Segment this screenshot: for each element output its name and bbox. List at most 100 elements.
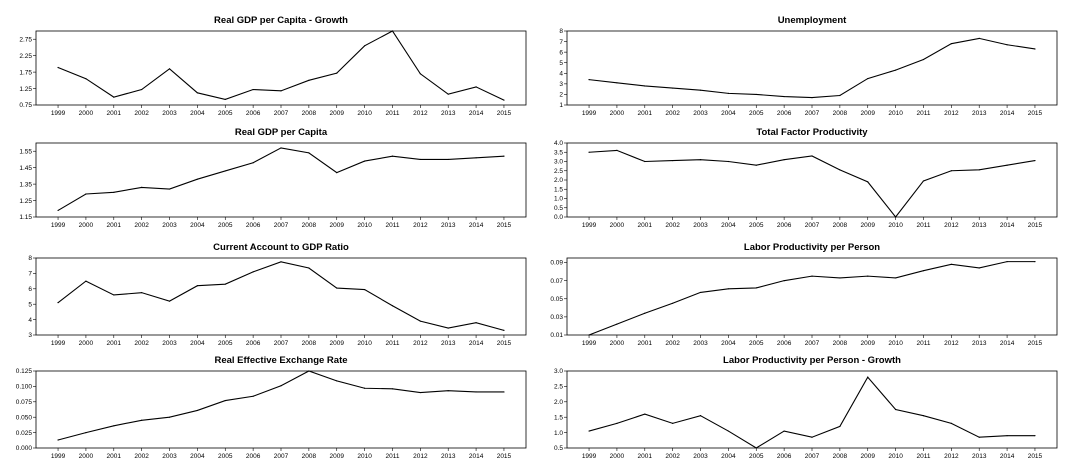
- x-tick-label: 2013: [972, 110, 987, 117]
- data-point: [978, 267, 980, 269]
- y-tick-label: 0.5: [554, 445, 563, 452]
- x-tick-label: 2003: [693, 110, 708, 117]
- data-point: [644, 160, 646, 163]
- x-tick-label: 2015: [497, 340, 512, 347]
- y-tick-label: 0.100: [16, 384, 33, 391]
- data-point: [447, 93, 449, 95]
- data-point: [839, 277, 841, 279]
- x-tick-label: 1999: [582, 222, 597, 229]
- y-tick-label: 0.075: [16, 399, 33, 406]
- x-tick-label: 2001: [638, 340, 653, 347]
- x-tick-label: 2010: [357, 453, 372, 459]
- data-point: [168, 68, 171, 70]
- x-tick-label: 2006: [246, 222, 261, 229]
- x-tick-label: 2012: [413, 340, 428, 347]
- data-point: [672, 159, 674, 162]
- data-point: [336, 287, 338, 289]
- data-point: [644, 312, 646, 314]
- data-point: [755, 93, 757, 96]
- y-tick-label: 0.025: [16, 430, 33, 437]
- x-tick-label: 2008: [833, 453, 848, 459]
- y-tick-label: 1.55: [19, 148, 32, 155]
- data-point: [391, 30, 394, 32]
- y-tick-label: 2.5: [554, 168, 563, 175]
- data-point: [447, 390, 449, 392]
- x-tick-label: 2002: [665, 340, 680, 347]
- data-point: [364, 387, 366, 389]
- data-point: [113, 425, 115, 427]
- chart-title: Real Effective Exchange Rate: [214, 355, 347, 366]
- x-tick-label: 2000: [610, 340, 625, 347]
- data-point: [224, 98, 226, 101]
- data-point: [252, 88, 254, 91]
- x-tick-label: 2005: [749, 222, 764, 229]
- chart-title: Total Factor Productivity: [756, 127, 868, 138]
- data-point: [475, 391, 477, 393]
- x-tick-label: 2007: [274, 110, 289, 117]
- x-tick-label: 2001: [107, 340, 122, 347]
- data-point: [811, 155, 813, 157]
- x-tick-label: 2011: [385, 110, 399, 117]
- x-tick-label: 2015: [1028, 110, 1043, 117]
- x-tick-label: 2003: [162, 340, 177, 347]
- data-point: [168, 188, 171, 190]
- y-tick-label: 0.125: [16, 368, 33, 375]
- data-point: [1034, 261, 1036, 263]
- x-tick-label: 2014: [469, 222, 484, 229]
- y-tick-label: 5: [28, 301, 32, 308]
- x-tick-label: 2007: [274, 453, 289, 459]
- x-tick-label: 2009: [330, 110, 345, 117]
- x-tick-label: 2013: [441, 222, 456, 229]
- y-tick-label: 7: [28, 271, 32, 278]
- y-tick-label: 4: [28, 317, 32, 324]
- data-point: [85, 193, 87, 195]
- y-tick-label: 2: [559, 92, 563, 99]
- data-point: [699, 159, 702, 161]
- data-point: [1006, 164, 1008, 166]
- data-point: [644, 85, 646, 87]
- data-point: [783, 95, 785, 98]
- y-tick-label: 2.75: [19, 36, 32, 43]
- x-tick-label: 2012: [944, 222, 959, 229]
- y-tick-label: 2.5: [554, 384, 563, 391]
- x-tick-label: 2014: [1000, 222, 1015, 229]
- data-point: [978, 169, 980, 171]
- x-tick-label: 2014: [1000, 453, 1015, 459]
- y-tick-label: 5: [559, 60, 563, 67]
- x-tick-label: 2000: [79, 453, 94, 459]
- y-tick-label: 8: [28, 255, 32, 262]
- data-point: [141, 186, 143, 188]
- x-tick-label: 2013: [972, 222, 987, 229]
- x-tick-label: 2003: [693, 340, 708, 347]
- x-tick-label: 2001: [638, 453, 653, 459]
- y-tick-label: 1.15: [19, 214, 32, 221]
- data-point: [672, 422, 674, 424]
- data-point: [280, 90, 282, 92]
- data-point: [57, 439, 59, 441]
- x-tick-label: 2010: [888, 453, 903, 459]
- y-tick-label: 0.000: [16, 445, 33, 452]
- y-tick-label: 0.050: [16, 414, 33, 421]
- x-tick-label: 2009: [330, 453, 345, 459]
- data-point: [419, 73, 421, 75]
- y-tick-label: 1.5: [554, 186, 563, 193]
- data-point: [364, 288, 366, 291]
- y-tick-label: 0.75: [19, 102, 32, 109]
- data-point: [950, 43, 952, 45]
- x-tick-label: 2015: [1028, 340, 1043, 347]
- x-tick-label: 2010: [888, 222, 903, 229]
- x-tick-label: 2004: [190, 222, 205, 229]
- x-tick-label: 1999: [51, 110, 66, 117]
- x-tick-label: 1999: [582, 340, 597, 347]
- x-tick-label: 2002: [134, 453, 149, 459]
- data-point: [391, 155, 394, 157]
- data-point: [475, 157, 477, 159]
- x-tick-label: 2001: [107, 110, 122, 117]
- data-point: [922, 415, 925, 417]
- x-tick-label: 2003: [162, 453, 177, 459]
- data-point: [895, 216, 897, 218]
- data-point: [672, 87, 674, 89]
